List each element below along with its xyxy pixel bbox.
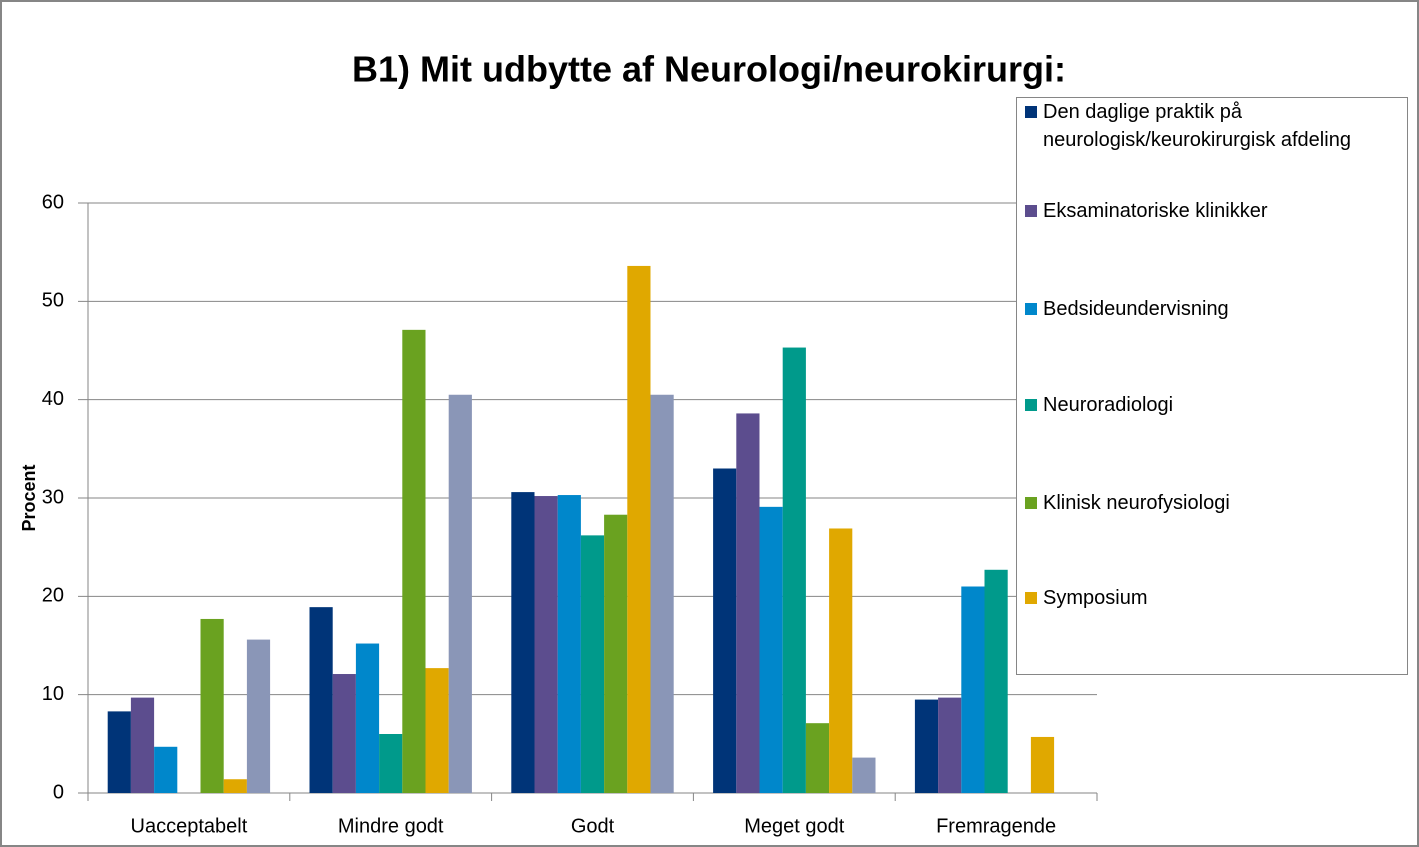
bar bbox=[355, 643, 380, 793]
legend-label: Klinisk neurofysiologi bbox=[1043, 492, 1230, 514]
bar bbox=[223, 779, 247, 793]
bar bbox=[829, 528, 853, 793]
bar bbox=[107, 711, 131, 793]
y-axis-label: Procent bbox=[19, 464, 39, 531]
bar bbox=[402, 329, 426, 793]
bar bbox=[557, 495, 581, 793]
legend-label: Neuroradiologi bbox=[1043, 394, 1174, 416]
legend-swatch bbox=[1025, 106, 1037, 118]
bar bbox=[961, 586, 985, 793]
bar bbox=[309, 607, 333, 793]
x-tick-label: Godt bbox=[571, 815, 615, 837]
y-tick-label: 50 bbox=[42, 290, 64, 312]
legend-entry: Symposium bbox=[1025, 584, 1355, 612]
bar bbox=[200, 618, 224, 793]
legend-entry: Neuroradiologi bbox=[1025, 391, 1355, 419]
legend-label: Symposium bbox=[1043, 587, 1148, 609]
bars bbox=[107, 265, 1055, 793]
bar bbox=[938, 697, 962, 793]
bar bbox=[425, 668, 449, 793]
x-tick-label: Uacceptabelt bbox=[131, 815, 248, 837]
bar bbox=[1030, 736, 1055, 793]
legend: Den daglige praktik på neurologisk/keuro… bbox=[1016, 97, 1408, 675]
bar bbox=[627, 265, 651, 793]
x-tick-label: Mindre godt bbox=[338, 815, 444, 837]
legend-entry: Eksaminatoriske klinikker bbox=[1025, 197, 1355, 225]
bar bbox=[448, 394, 472, 793]
bar bbox=[604, 514, 628, 793]
bar bbox=[852, 757, 876, 793]
bar bbox=[379, 734, 403, 793]
bar bbox=[130, 697, 155, 793]
legend-label: Bedsideundervisning bbox=[1043, 298, 1229, 320]
x-tick-label: Meget godt bbox=[744, 815, 845, 837]
legend-swatch bbox=[1025, 303, 1037, 315]
x-tick-label: Fremragende bbox=[936, 815, 1056, 837]
bar bbox=[650, 394, 674, 793]
y-tick-label: 10 bbox=[42, 683, 64, 705]
bar bbox=[154, 746, 178, 793]
legend-swatch bbox=[1025, 399, 1037, 411]
legend-swatch bbox=[1025, 205, 1037, 217]
y-tick-label: 30 bbox=[42, 486, 64, 508]
legend-entry: Bedsideundervisning bbox=[1025, 295, 1355, 323]
bar bbox=[805, 723, 830, 793]
bar bbox=[759, 506, 783, 793]
legend-swatch bbox=[1025, 497, 1037, 509]
legend-entry: Den daglige praktik på neurologisk/keuro… bbox=[1025, 98, 1355, 154]
y-tick-label: 20 bbox=[42, 585, 64, 607]
bar bbox=[914, 699, 939, 793]
bar bbox=[713, 468, 737, 793]
chart-title: B1) Mit udbytte af Neurologi/neurokirurg… bbox=[352, 49, 1066, 90]
y-tick-label: 0 bbox=[53, 781, 64, 803]
legend-label: Eksaminatoriske klinikker bbox=[1043, 200, 1268, 222]
bar bbox=[534, 496, 558, 793]
y-tick-label: 40 bbox=[42, 388, 64, 410]
bar bbox=[736, 413, 760, 793]
bar bbox=[246, 639, 271, 793]
y-tick-label: 60 bbox=[42, 191, 64, 213]
bar bbox=[984, 569, 1008, 793]
bar bbox=[580, 535, 605, 793]
legend-swatch bbox=[1025, 592, 1037, 604]
legend-entry: Klinisk neurofysiologi bbox=[1025, 489, 1355, 517]
bar bbox=[511, 492, 535, 793]
legend-label: Den daglige praktik på neurologisk/keuro… bbox=[1043, 101, 1351, 151]
bar bbox=[332, 674, 356, 793]
bar bbox=[782, 347, 806, 793]
